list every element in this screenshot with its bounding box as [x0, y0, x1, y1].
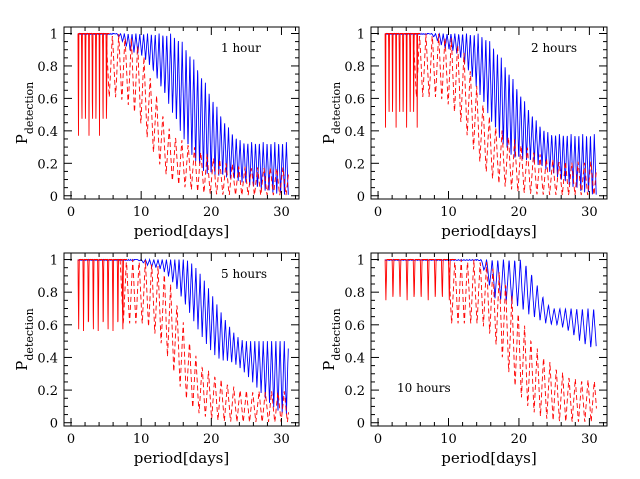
y-tick-label: 0.8: [37, 60, 58, 75]
panel-annotation: 10 hours: [397, 381, 451, 395]
y-tick-label: 0.4: [37, 125, 58, 140]
x-tick-label: 0: [374, 205, 382, 220]
red-dashed-series-line: [119, 259, 289, 423]
y-axis-label: Pdetection: [13, 308, 36, 370]
x-tick-label: 20: [203, 205, 220, 220]
blue-solid-series-line: [77, 257, 289, 415]
y-tick-label: 0.6: [344, 92, 365, 107]
x-axis-label: period[days]: [134, 222, 230, 240]
x-tick-label: 10: [133, 205, 150, 220]
plot-frame: [63, 252, 300, 427]
x-tick-label: 20: [511, 205, 528, 220]
y-axis-label-sub: detection: [330, 308, 343, 360]
y-axis-label-main: P: [320, 134, 338, 144]
y-axis-label-main: P: [13, 134, 31, 144]
y-axis-label: Pdetection: [13, 82, 36, 144]
x-tick-label: 0: [374, 432, 382, 447]
y-tick-label: 0: [357, 417, 365, 432]
plot-area: [77, 32, 289, 196]
y-axis-label-sub: detection: [330, 82, 343, 134]
y-axis-label-sub: detection: [23, 308, 36, 360]
y-tick-label: 0.2: [344, 157, 365, 172]
x-tick-label: 0: [67, 205, 75, 220]
y-tick-label: 0: [50, 190, 58, 205]
panel-annotation: 1 hour: [221, 41, 261, 55]
plot-area: [77, 257, 289, 423]
plot-area: [384, 32, 597, 196]
y-tick-label: 0.8: [344, 286, 365, 301]
y-tick-label: 1: [50, 27, 58, 42]
y-axis-label-sub: detection: [23, 82, 36, 134]
panel-annotation: 2 hours: [531, 41, 577, 55]
panel-2: 0 10 20 30 0 0.2 0.4 0.6 0.8 1 period[days] Pdetect…: [320, 26, 608, 240]
x-tick-label: 30: [273, 432, 290, 447]
y-tick-label: 0.2: [37, 157, 58, 172]
x-tick-label: 20: [511, 432, 528, 447]
x-tick-label: 10: [440, 432, 457, 447]
panel-3: 0 10 20 30 0 0.2 0.4 0.6 0.8 1 period[days] Pdetect…: [13, 252, 300, 467]
blue-solid-series-line: [77, 32, 289, 195]
red-solid-series-line: [384, 259, 456, 301]
x-tick-label: 0: [67, 432, 75, 447]
red-solid-series-line: [384, 33, 421, 128]
y-tick-label: 1: [357, 254, 365, 269]
x-tick-label: 30: [581, 205, 598, 220]
y-tick-label: 0.4: [37, 351, 58, 366]
x-axis-label: period[days]: [441, 222, 537, 240]
y-tick-label: 0.2: [37, 384, 58, 399]
y-axis-label-main: P: [320, 361, 338, 371]
y-tick-label: 0.4: [344, 125, 365, 140]
plot-frame: [370, 26, 608, 200]
y-tick-label: 0.2: [344, 384, 365, 399]
x-axis-label: period[days]: [441, 449, 537, 467]
x-axis-label: period[days]: [134, 449, 230, 467]
y-tick-label: 0.6: [37, 319, 58, 334]
x-tick-label: 30: [273, 205, 290, 220]
x-tick-label: 10: [440, 205, 457, 220]
red-dashed-series-line: [412, 33, 597, 196]
x-tick-label: 30: [581, 432, 598, 447]
y-tick-label: 0: [50, 417, 58, 432]
plot-frame: [370, 252, 608, 427]
red-solid-series-line: [77, 33, 110, 136]
y-axis-label: Pdetection: [320, 308, 343, 370]
red-solid-series-line: [77, 259, 128, 332]
x-tick-label: 10: [133, 432, 150, 447]
x-tick-label: 20: [203, 432, 220, 447]
y-tick-label: 0.8: [344, 60, 365, 75]
panel-annotation: 5 hours: [221, 267, 267, 281]
blue-solid-series-line: [384, 258, 597, 348]
y-tick-label: 0.8: [37, 286, 58, 301]
red-dashed-series-line: [105, 33, 289, 196]
y-tick-label: 0: [357, 190, 365, 205]
blue-solid-series-line: [384, 32, 597, 195]
panel-1: 0 10 20 30 0 0.2 0.4 0.6 0.8 1 period[days] Pdetect…: [13, 26, 300, 240]
y-tick-label: 1: [357, 27, 365, 42]
y-tick-label: 1: [50, 254, 58, 269]
y-tick-label: 0.6: [344, 319, 365, 334]
red-dashed-series-line: [448, 259, 597, 422]
plot-frame: [63, 26, 300, 200]
y-tick-label: 0.6: [37, 92, 58, 107]
y-axis-label: Pdetection: [320, 82, 343, 144]
panel-4: 0 10 20 30 0 0.2 0.4 0.6 0.8 1 period[days] Pdetect…: [320, 252, 608, 467]
plot-area: [384, 258, 597, 422]
y-tick-label: 0.4: [344, 351, 365, 366]
y-axis-label-main: P: [13, 361, 31, 371]
